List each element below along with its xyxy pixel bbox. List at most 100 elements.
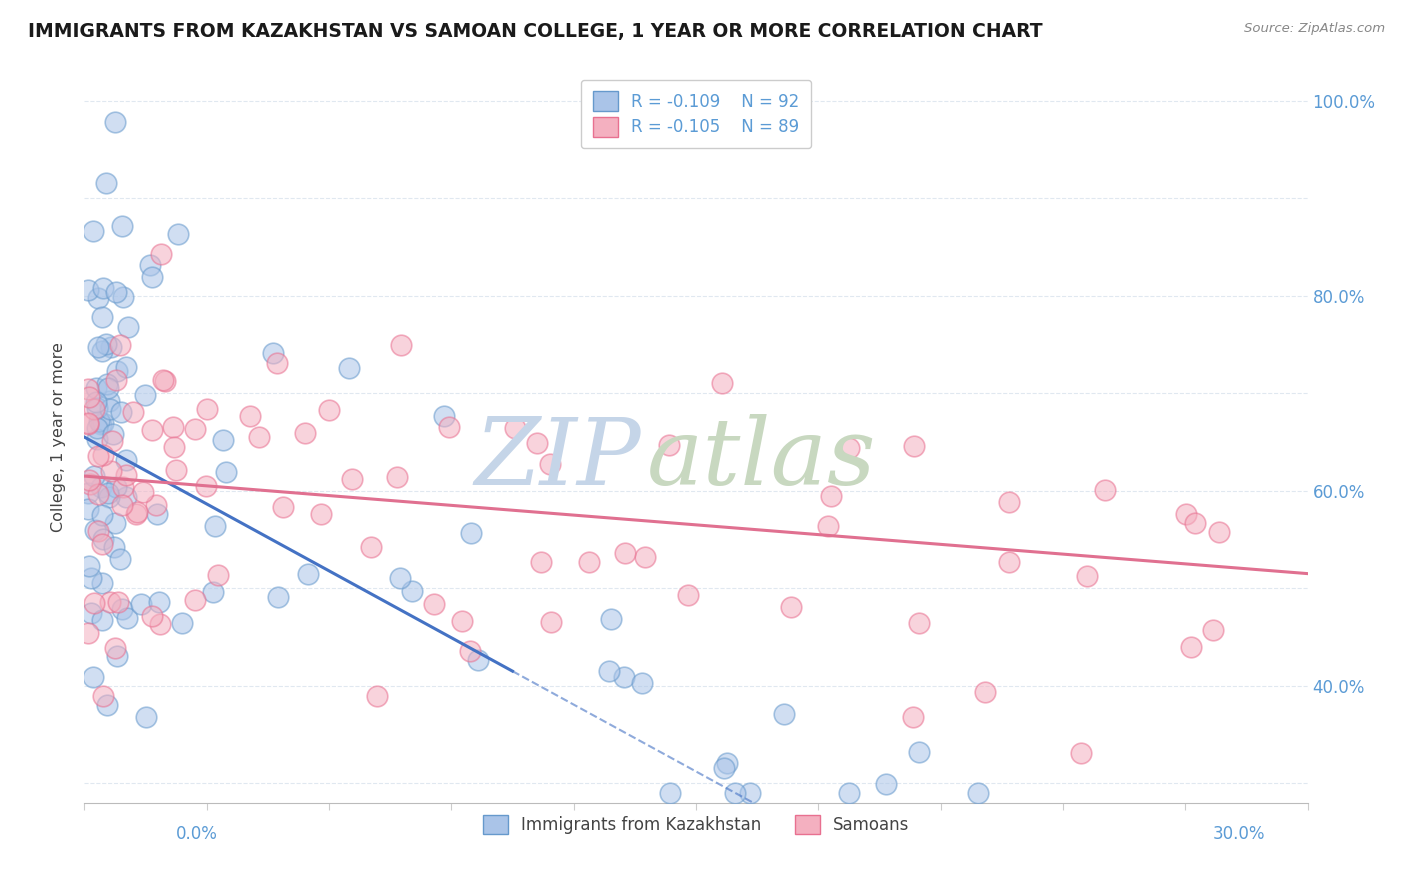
Point — [631, 675, 654, 690]
Point — [97, 381, 120, 395]
Point — [214, 466, 236, 480]
Point — [77, 558, 100, 573]
Point — [83, 596, 105, 610]
Point — [110, 551, 132, 566]
Point — [713, 761, 735, 775]
Point — [724, 786, 747, 800]
Point — [530, 556, 553, 570]
Point — [86, 432, 108, 446]
Point — [91, 532, 114, 546]
Point — [460, 525, 482, 540]
Point — [451, 614, 474, 628]
Point — [111, 602, 134, 616]
Point — [87, 340, 110, 354]
Point — [96, 698, 118, 712]
Point — [271, 500, 294, 514]
Point — [153, 374, 176, 388]
Point — [127, 505, 149, 519]
Point — [401, 584, 423, 599]
Point — [907, 616, 929, 631]
Point — [111, 219, 134, 233]
Point — [90, 417, 112, 431]
Point — [389, 571, 412, 585]
Point — [105, 649, 128, 664]
Point — [104, 516, 127, 531]
Point — [79, 606, 101, 620]
Point — [207, 568, 229, 582]
Point — [77, 486, 100, 500]
Point — [170, 615, 193, 630]
Point — [1175, 507, 1198, 521]
Point — [266, 356, 288, 370]
Point — [318, 403, 340, 417]
Point — [149, 617, 172, 632]
Point — [135, 710, 157, 724]
Point — [86, 486, 108, 500]
Y-axis label: College, 1 year or more: College, 1 year or more — [51, 343, 66, 532]
Point — [87, 291, 110, 305]
Point — [600, 612, 623, 626]
Point — [132, 485, 155, 500]
Point — [817, 518, 839, 533]
Point — [152, 373, 174, 387]
Point — [86, 401, 108, 415]
Point — [1184, 516, 1206, 531]
Point — [77, 390, 100, 404]
Point — [110, 405, 132, 419]
Point — [105, 480, 128, 494]
Point — [131, 597, 153, 611]
Point — [1070, 746, 1092, 760]
Point — [1180, 640, 1202, 655]
Point — [77, 417, 100, 431]
Point — [114, 490, 136, 504]
Point — [423, 597, 446, 611]
Point — [87, 449, 110, 463]
Point — [91, 416, 114, 430]
Point — [578, 555, 600, 569]
Point — [526, 436, 548, 450]
Point — [875, 777, 897, 791]
Point — [538, 457, 561, 471]
Point — [98, 595, 121, 609]
Point — [77, 473, 100, 487]
Point — [385, 470, 408, 484]
Point — [433, 409, 456, 423]
Point — [903, 439, 925, 453]
Point — [366, 690, 388, 704]
Text: atlas: atlas — [647, 414, 876, 504]
Point — [82, 223, 104, 237]
Point — [121, 405, 143, 419]
Point — [91, 613, 114, 627]
Point — [117, 320, 139, 334]
Point — [82, 670, 104, 684]
Point — [100, 464, 122, 478]
Point — [100, 434, 122, 448]
Point — [94, 176, 117, 190]
Point — [503, 421, 526, 435]
Point — [104, 640, 127, 655]
Point — [360, 540, 382, 554]
Point — [115, 468, 138, 483]
Point — [1094, 483, 1116, 498]
Point — [77, 283, 100, 297]
Point — [105, 364, 128, 378]
Point — [104, 115, 127, 129]
Point — [94, 337, 117, 351]
Point — [658, 438, 681, 452]
Point — [163, 440, 186, 454]
Point — [98, 393, 121, 408]
Point — [91, 448, 114, 462]
Point — [148, 595, 170, 609]
Point — [115, 359, 138, 374]
Point — [263, 346, 285, 360]
Point — [139, 258, 162, 272]
Point — [91, 576, 114, 591]
Point — [134, 388, 156, 402]
Point — [613, 670, 636, 684]
Point — [145, 498, 167, 512]
Point — [439, 420, 461, 434]
Point — [83, 468, 105, 483]
Point — [80, 571, 103, 585]
Point — [820, 489, 842, 503]
Point — [460, 644, 482, 658]
